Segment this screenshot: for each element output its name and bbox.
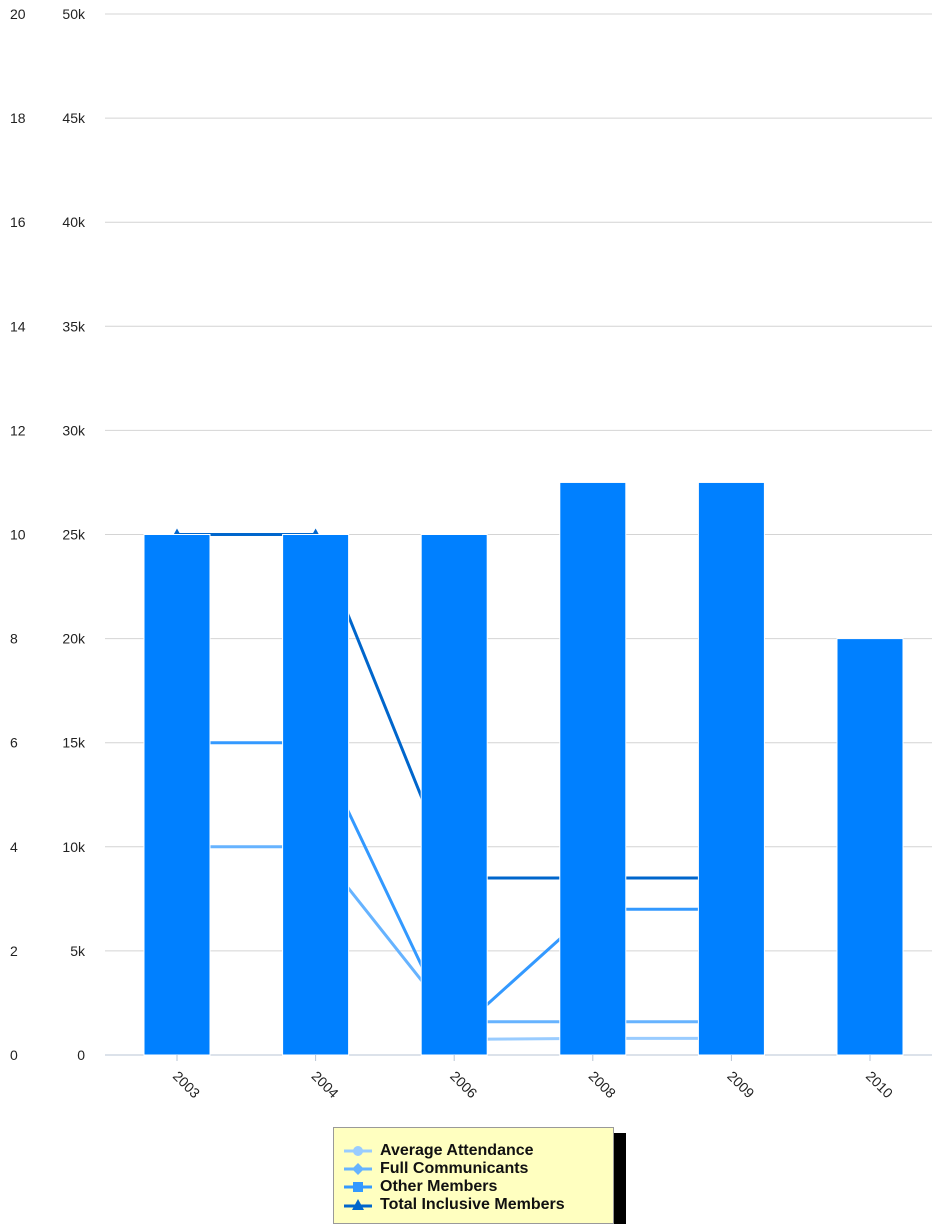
right-tick-label: 5k bbox=[70, 943, 86, 959]
legend-item-other-members: Other Members bbox=[344, 1178, 613, 1196]
legend: Average Attendance Full Communicants Oth… bbox=[333, 1127, 626, 1224]
bar bbox=[697, 481, 765, 1056]
left-tick-label: 4 bbox=[10, 839, 18, 855]
left-axis: 0 2 4 6 8 10 12 14 16 18 20 bbox=[10, 6, 26, 1063]
legend-item-total-inclusive-members: Total Inclusive Members bbox=[344, 1196, 613, 1214]
bar bbox=[420, 534, 488, 1056]
left-tick-label: 16 bbox=[10, 214, 26, 230]
right-tick-label: 45k bbox=[62, 110, 86, 126]
left-tick-label: 6 bbox=[10, 735, 18, 751]
x-tick-label: 2003 bbox=[170, 1068, 203, 1101]
bar bbox=[559, 481, 627, 1056]
bar bbox=[143, 534, 211, 1056]
bar bbox=[836, 638, 904, 1056]
bar-series bbox=[143, 481, 904, 1056]
circle-marker-icon bbox=[344, 1146, 372, 1156]
right-axis: 0 5k 10k 15k 20k 25k 30k 35k 40k 45k 50k bbox=[62, 6, 86, 1063]
legend-box: Average Attendance Full Communicants Oth… bbox=[333, 1127, 614, 1224]
right-tick-label: 0 bbox=[77, 1047, 85, 1063]
left-tick-label: 18 bbox=[10, 110, 26, 126]
legend-label: Average Attendance bbox=[380, 1142, 534, 1159]
legend-item-average-attendance: Average Attendance bbox=[344, 1142, 613, 1160]
x-tick-label: 2006 bbox=[447, 1068, 480, 1101]
legend-item-full-communicants: Full Communicants bbox=[344, 1160, 613, 1178]
left-tick-label: 0 bbox=[10, 1047, 18, 1063]
right-tick-label: 50k bbox=[62, 6, 86, 22]
x-tick-label: 2010 bbox=[863, 1068, 896, 1101]
triangle-marker-icon bbox=[344, 1199, 372, 1210]
right-tick-label: 30k bbox=[62, 422, 86, 438]
left-tick-label: 20 bbox=[10, 6, 26, 22]
right-tick-label: 15k bbox=[62, 735, 86, 751]
right-tick-label: 10k bbox=[62, 839, 86, 855]
right-tick-label: 35k bbox=[62, 318, 86, 334]
bar bbox=[282, 534, 350, 1056]
x-axis: 2003 2004 2006 2008 2009 2010 bbox=[170, 1055, 896, 1101]
x-tick-label: 2004 bbox=[308, 1068, 341, 1101]
left-tick-label: 14 bbox=[10, 318, 26, 334]
left-tick-label: 8 bbox=[10, 631, 18, 647]
x-tick-label: 2008 bbox=[586, 1068, 619, 1101]
chart: 0 2 4 6 8 10 12 14 16 18 20 0 5k 10k 15k 20k 25k 30k 35k 4… bbox=[10, 6, 932, 1101]
diamond-marker-icon bbox=[344, 1163, 372, 1175]
legend-label: Total Inclusive Members bbox=[380, 1196, 565, 1213]
right-tick-label: 40k bbox=[62, 214, 86, 230]
left-tick-label: 10 bbox=[10, 527, 26, 543]
right-tick-label: 20k bbox=[62, 631, 86, 647]
x-tick-label: 2009 bbox=[724, 1068, 757, 1101]
legend-label: Other Members bbox=[380, 1178, 498, 1195]
left-tick-label: 12 bbox=[10, 422, 26, 438]
legend-label: Full Communicants bbox=[380, 1160, 529, 1177]
right-tick-label: 25k bbox=[62, 527, 86, 543]
left-tick-label: 2 bbox=[10, 943, 18, 959]
square-marker-icon bbox=[344, 1182, 372, 1192]
